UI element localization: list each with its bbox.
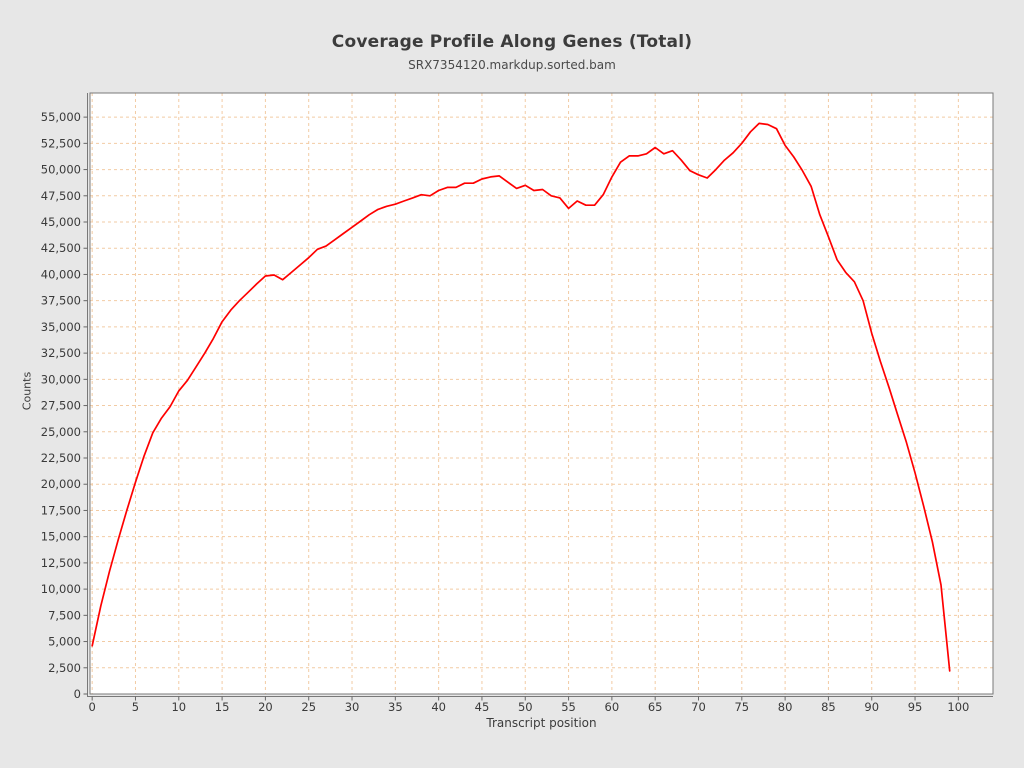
svg-text:5,000: 5,000 (48, 635, 81, 649)
svg-text:15: 15 (215, 700, 230, 714)
svg-text:30,000: 30,000 (41, 372, 81, 386)
svg-text:35: 35 (388, 700, 403, 714)
svg-text:27,500: 27,500 (41, 399, 81, 413)
chart-subtitle: SRX7354120.markdup.sorted.bam (408, 58, 616, 72)
svg-text:40: 40 (431, 700, 446, 714)
svg-text:45,000: 45,000 (41, 215, 81, 229)
x-axis-label: Transcript position (486, 716, 597, 730)
svg-text:55: 55 (561, 700, 576, 714)
svg-text:80: 80 (778, 700, 793, 714)
svg-text:60: 60 (605, 700, 620, 714)
svg-text:70: 70 (691, 700, 706, 714)
svg-text:22,500: 22,500 (41, 451, 81, 465)
svg-text:15,000: 15,000 (41, 530, 81, 544)
svg-text:35,000: 35,000 (41, 320, 81, 334)
svg-text:100: 100 (947, 700, 969, 714)
svg-text:17,500: 17,500 (41, 503, 81, 517)
svg-text:37,500: 37,500 (41, 294, 81, 308)
svg-text:90: 90 (864, 700, 879, 714)
svg-text:7,500: 7,500 (48, 608, 81, 622)
svg-text:75: 75 (734, 700, 749, 714)
svg-text:0: 0 (74, 687, 81, 701)
svg-text:10: 10 (171, 700, 186, 714)
svg-text:45: 45 (475, 700, 490, 714)
svg-text:25,000: 25,000 (41, 425, 81, 439)
svg-text:65: 65 (648, 700, 663, 714)
svg-text:2,500: 2,500 (48, 661, 81, 675)
svg-text:95: 95 (908, 700, 923, 714)
chart-title: Coverage Profile Along Genes (Total) (331, 32, 693, 52)
svg-text:20,000: 20,000 (41, 477, 81, 491)
svg-text:40,000: 40,000 (41, 267, 81, 281)
svg-text:55,000: 55,000 (41, 110, 81, 124)
svg-text:30: 30 (345, 700, 360, 714)
svg-text:5: 5 (132, 700, 139, 714)
svg-text:12,500: 12,500 (41, 556, 81, 570)
svg-text:25: 25 (301, 700, 316, 714)
svg-text:85: 85 (821, 700, 836, 714)
svg-text:50,000: 50,000 (41, 163, 81, 177)
svg-text:52,500: 52,500 (41, 136, 81, 150)
svg-text:50: 50 (518, 700, 533, 714)
svg-text:32,500: 32,500 (41, 346, 81, 360)
svg-text:47,500: 47,500 (41, 189, 81, 203)
svg-text:20: 20 (258, 700, 273, 714)
svg-text:0: 0 (89, 700, 96, 714)
svg-text:10,000: 10,000 (41, 582, 81, 596)
svg-text:42,500: 42,500 (41, 241, 81, 255)
